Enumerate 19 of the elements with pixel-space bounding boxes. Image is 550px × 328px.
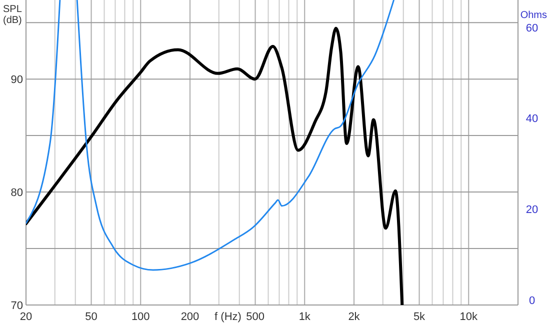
x-tick-label: 5k [413,311,426,323]
x-tick-label: 100 [131,311,150,323]
y-axis-title: SPL (dB) [3,4,22,26]
y2-tick-label: 60 [526,22,538,34]
y2-axis-title: Ohms [520,10,547,21]
x-tick-label: 10k [460,311,478,323]
y-tick-label: 70 [10,300,23,312]
y2-tick-label: 0 [528,295,536,307]
y-tick-label: 80 [10,187,23,200]
x-tick-label: 2k [348,311,360,323]
x-tick-label: 500 [246,311,264,323]
x-axis-title: f (Hz) [214,311,242,323]
x-tick-label: 200 [180,311,200,323]
x-tick-label: 50 [85,311,98,323]
y-tick-label: 90 [10,74,23,86]
y2-tick-label: 40 [526,113,538,126]
y2-tick-label: 20 [526,204,538,216]
x-tick-label: 20 [20,311,32,323]
x-tick-label: 1k [298,311,311,323]
